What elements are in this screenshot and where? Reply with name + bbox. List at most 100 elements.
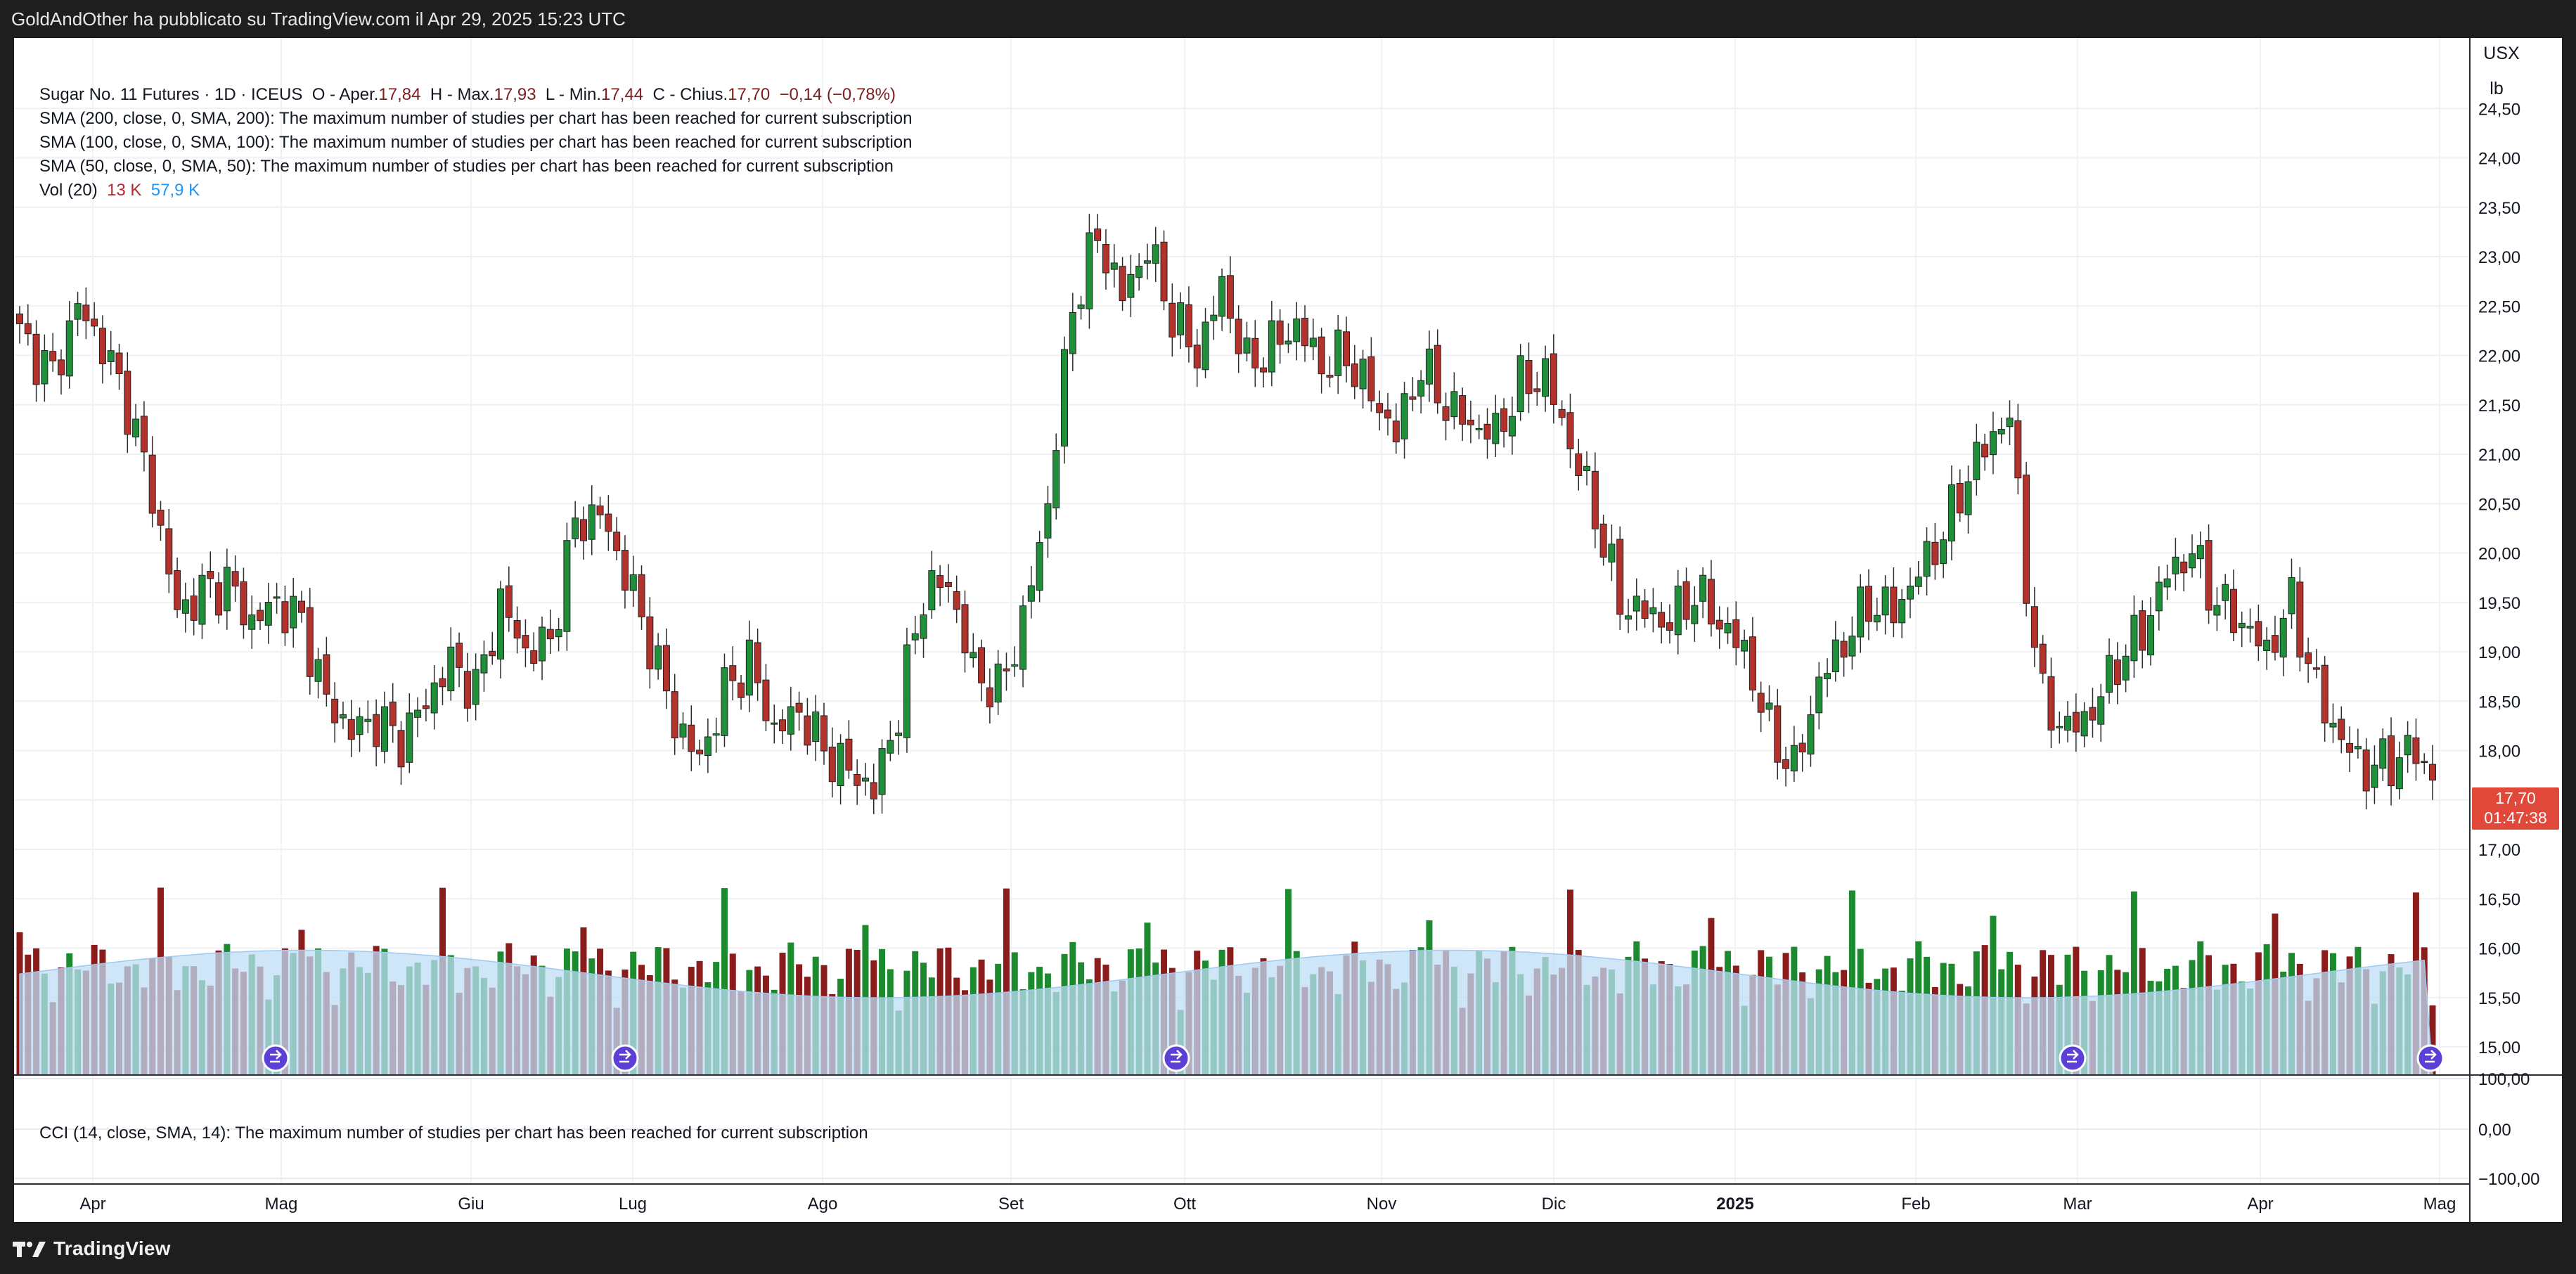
cci-tick-label: 0,00	[2478, 1121, 2511, 1140]
candle-body	[911, 633, 919, 641]
volume-row[interactable]: Vol (20) 13 K 57,9 K	[39, 179, 912, 202]
candle-body	[1442, 406, 1450, 421]
candle-body	[771, 722, 778, 725]
candle-body	[1599, 523, 1607, 558]
sma50-row[interactable]: SMA (50, close, 0, SMA, 50): The maximum…	[39, 157, 894, 176]
candle-body	[1682, 581, 1690, 620]
unit-top-label: USX	[2483, 44, 2520, 63]
time-tick-label: Ott	[1173, 1195, 1196, 1214]
time-tick-label: Feb	[1901, 1195, 1930, 1214]
time-tick-label: Apr	[79, 1195, 105, 1214]
candles[interactable]	[16, 214, 2436, 814]
candle-body	[148, 454, 156, 514]
candle-body	[2139, 610, 2146, 651]
candle-body	[1500, 408, 1508, 432]
candle-body	[1831, 639, 1839, 673]
candle-body	[472, 669, 479, 705]
candle-body	[1749, 636, 1756, 690]
price-tick-label: 23,50	[2478, 199, 2520, 218]
sma100-row[interactable]: SMA (100, close, 0, SMA, 100): The maxim…	[39, 133, 913, 152]
candle-body	[1608, 543, 1616, 562]
candle-body	[2371, 764, 2378, 788]
candle-body	[82, 304, 90, 321]
time-axis[interactable]: Apr Mag Giu Lug Ago Set Ott Nov Dic 2025 Feb Mar Apr…	[79, 1195, 2456, 1214]
candle-body	[1235, 318, 1242, 354]
event-marker-icon	[2059, 1044, 2087, 1072]
candle-body	[364, 719, 372, 722]
time-tick-label: Set	[998, 1195, 1024, 1214]
candle-body	[2097, 696, 2105, 725]
tradingview-logo[interactable]: TradingView	[13, 1235, 171, 1263]
time-tick-label: Mag	[2423, 1195, 2456, 1214]
candle-body	[1202, 321, 1209, 371]
event-marker-icon	[1162, 1044, 1190, 1072]
price-axis[interactable]: 15,0015,5016,0016,5017,0017,5018,0018,50…	[2478, 100, 2520, 1057]
chart-frame[interactable]: 15,0015,5016,0016,5017,0017,5018,0018,50…	[14, 38, 2562, 1222]
candle-body	[1741, 639, 1749, 652]
candle-body	[2388, 735, 2395, 787]
time-tick-label: Lug	[619, 1195, 647, 1214]
candle-body	[1284, 340, 1292, 345]
candle-body	[1483, 423, 1491, 440]
candle-body	[1119, 266, 1126, 302]
candle-body	[555, 629, 562, 638]
candle-body	[2080, 711, 2088, 737]
candle-body	[16, 313, 23, 325]
candle-body	[1152, 244, 1159, 264]
candle-body	[1931, 541, 1939, 565]
candle-body	[1865, 586, 1873, 622]
candle-body	[662, 645, 670, 692]
candle-body	[380, 706, 388, 752]
candle-body	[1906, 586, 1914, 600]
candle-body	[671, 691, 678, 739]
candle-body	[439, 678, 446, 688]
event-marker-arrow	[270, 1050, 282, 1063]
candle-body	[2329, 722, 2337, 728]
candle-body	[704, 736, 711, 756]
candle-body	[132, 418, 140, 438]
candle-body	[513, 620, 521, 639]
candle-body	[2180, 561, 2188, 574]
sma200-row[interactable]: SMA (200, close, 0, SMA, 200): The maxim…	[39, 109, 913, 128]
candle-body	[1450, 391, 1458, 418]
last-price-tag-bg	[2472, 787, 2559, 830]
candle-body	[124, 371, 131, 435]
volume-bar	[1003, 888, 1010, 1075]
candle-body	[812, 712, 820, 742]
candle-body	[1997, 428, 2005, 435]
candle-body	[1649, 607, 1657, 615]
candle-body	[2346, 742, 2354, 753]
candle-body	[2064, 716, 2072, 731]
price-tick-label: 24,50	[2478, 100, 2520, 119]
volume-value: 13 K	[107, 181, 142, 200]
cci-legend[interactable]: CCI (14, close, SMA, 14): The maximum nu…	[39, 1124, 868, 1143]
candle-body	[273, 596, 281, 599]
dividend-markers[interactable]	[262, 1044, 2445, 1072]
candle-body	[1011, 664, 1019, 667]
chart-canvas[interactable]: 15,0015,5016,0016,5017,0017,5018,0018,50…	[14, 38, 2562, 1222]
candle-body	[1632, 596, 1640, 612]
candle-body	[323, 654, 330, 695]
candle-body	[2106, 655, 2113, 693]
candle-body	[1086, 232, 1093, 309]
candle-body	[1343, 331, 1351, 366]
candle-body	[845, 738, 853, 771]
candle-body	[2147, 615, 2155, 656]
candle-body	[497, 588, 505, 659]
candle-body	[1807, 714, 1815, 755]
tradingview-logo-icon	[13, 1242, 46, 1257]
candle-body	[854, 773, 861, 786]
candle-body	[2395, 757, 2403, 790]
candle-body	[2279, 617, 2287, 658]
price-tick-label: 23,00	[2478, 248, 2520, 267]
candle-body	[936, 575, 944, 588]
candle-body	[1674, 585, 1682, 636]
candle-body	[878, 748, 886, 795]
candle-body	[920, 614, 927, 639]
chart-legend: Sugar No. 11 Futures · 1D · ICEUS O - Ap…	[39, 83, 912, 202]
candle-body	[944, 581, 952, 587]
candle-body	[655, 645, 662, 670]
candle-body	[339, 714, 347, 719]
candle-body	[1260, 367, 1268, 373]
candle-body	[1251, 337, 1259, 368]
